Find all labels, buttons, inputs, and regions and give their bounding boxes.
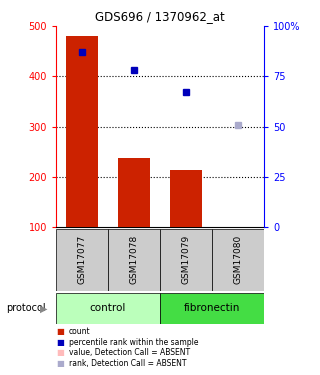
Text: control: control: [90, 303, 126, 313]
Text: rank, Detection Call = ABSENT: rank, Detection Call = ABSENT: [69, 359, 186, 368]
Bar: [108, 229, 160, 291]
Text: count: count: [69, 327, 91, 336]
Text: value, Detection Call = ABSENT: value, Detection Call = ABSENT: [69, 348, 190, 357]
Text: GSM17077: GSM17077: [77, 235, 86, 284]
Bar: [56, 292, 160, 324]
Text: ▶: ▶: [40, 303, 47, 313]
Bar: [67, 36, 98, 227]
Text: GDS696 / 1370962_at: GDS696 / 1370962_at: [95, 10, 225, 24]
Text: GSM17078: GSM17078: [130, 235, 139, 284]
Bar: [56, 229, 108, 291]
Text: GSM17079: GSM17079: [181, 235, 190, 284]
Text: ■: ■: [56, 327, 64, 336]
Text: ■: ■: [56, 359, 64, 368]
Text: fibronectin: fibronectin: [184, 303, 240, 313]
Bar: [160, 229, 212, 291]
Bar: [170, 170, 202, 227]
Bar: [160, 292, 264, 324]
Text: protocol: protocol: [6, 303, 46, 313]
Text: ■: ■: [56, 338, 64, 347]
Bar: [118, 158, 150, 227]
Text: GSM17080: GSM17080: [234, 235, 243, 284]
Text: ■: ■: [56, 348, 64, 357]
Text: percentile rank within the sample: percentile rank within the sample: [69, 338, 198, 347]
Bar: [212, 229, 264, 291]
